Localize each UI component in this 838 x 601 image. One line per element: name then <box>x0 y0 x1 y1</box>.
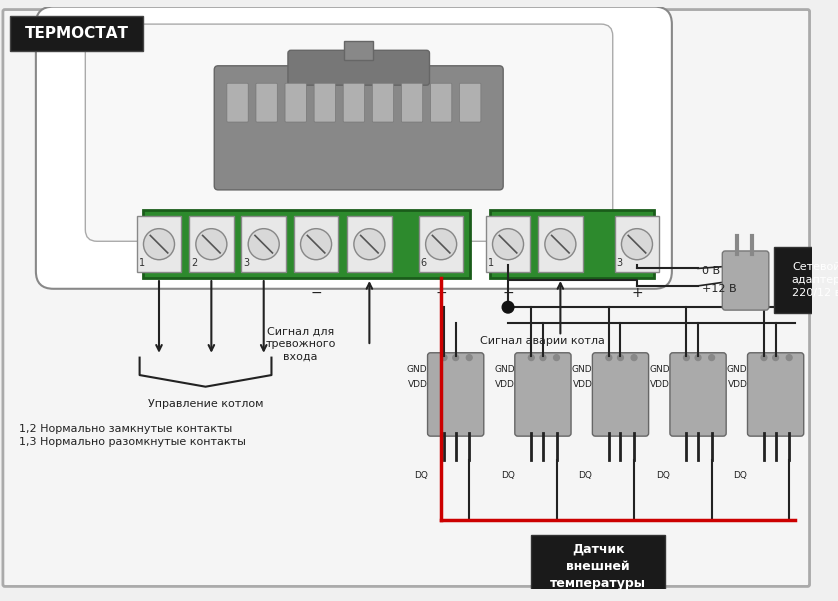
Bar <box>344 41 373 60</box>
FancyBboxPatch shape <box>427 353 484 436</box>
Bar <box>773 247 838 313</box>
Circle shape <box>696 355 701 361</box>
Circle shape <box>631 355 637 361</box>
Circle shape <box>622 228 653 260</box>
Text: −: − <box>310 286 322 300</box>
FancyBboxPatch shape <box>85 24 613 241</box>
Text: +: + <box>631 286 643 300</box>
Bar <box>142 210 470 278</box>
Text: GND: GND <box>649 365 670 374</box>
Bar <box>486 216 530 272</box>
FancyBboxPatch shape <box>459 84 481 122</box>
Text: Сетевой
адаптер
220/12 в: Сетевой адаптер 220/12 в <box>792 262 838 298</box>
Bar <box>189 216 234 272</box>
FancyBboxPatch shape <box>314 84 335 122</box>
Circle shape <box>709 355 715 361</box>
Circle shape <box>301 228 332 260</box>
Circle shape <box>426 228 457 260</box>
Bar <box>614 216 660 272</box>
FancyBboxPatch shape <box>747 353 804 436</box>
Text: VDD: VDD <box>727 380 747 389</box>
Text: GND: GND <box>407 365 427 374</box>
Text: DQ: DQ <box>578 471 592 480</box>
Circle shape <box>761 355 767 361</box>
Circle shape <box>606 355 612 361</box>
Bar <box>347 216 391 272</box>
Bar <box>137 216 181 272</box>
FancyBboxPatch shape <box>431 84 452 122</box>
Circle shape <box>466 355 472 361</box>
FancyBboxPatch shape <box>344 84 365 122</box>
Text: DQ: DQ <box>414 471 427 480</box>
Text: Сигнал для
тревожного
входа: Сигнал для тревожного входа <box>266 326 336 361</box>
Circle shape <box>618 355 623 361</box>
Bar <box>241 216 286 272</box>
Text: 1: 1 <box>138 258 145 269</box>
Bar <box>419 216 463 272</box>
Text: −: − <box>502 286 514 300</box>
FancyBboxPatch shape <box>36 7 672 288</box>
Text: 3: 3 <box>243 258 250 269</box>
FancyBboxPatch shape <box>227 84 248 122</box>
Text: 1: 1 <box>488 258 494 269</box>
FancyBboxPatch shape <box>3 10 810 587</box>
Text: Сигнал аварии котла: Сигнал аварии котла <box>480 337 605 346</box>
Text: GND: GND <box>572 365 592 374</box>
FancyBboxPatch shape <box>592 353 649 436</box>
Text: DQ: DQ <box>733 471 747 480</box>
Text: +: + <box>435 286 447 300</box>
Bar <box>10 16 143 51</box>
Bar <box>294 216 339 272</box>
Text: Датчик
внешней
температуры: Датчик внешней температуры <box>551 543 646 590</box>
Circle shape <box>554 355 560 361</box>
Bar <box>489 210 654 278</box>
FancyBboxPatch shape <box>285 84 307 122</box>
FancyBboxPatch shape <box>215 66 503 190</box>
Text: 3: 3 <box>617 258 623 269</box>
Circle shape <box>529 355 534 361</box>
Text: DQ: DQ <box>501 471 515 480</box>
Circle shape <box>441 355 447 361</box>
FancyBboxPatch shape <box>372 84 394 122</box>
Circle shape <box>545 228 576 260</box>
Circle shape <box>143 228 174 260</box>
Text: VDD: VDD <box>650 380 670 389</box>
Circle shape <box>196 228 227 260</box>
Circle shape <box>453 355 458 361</box>
Text: VDD: VDD <box>572 380 592 389</box>
Text: +12 В: +12 В <box>702 284 737 294</box>
FancyBboxPatch shape <box>401 84 422 122</box>
Circle shape <box>354 228 385 260</box>
FancyBboxPatch shape <box>288 50 430 85</box>
Text: 0 В: 0 В <box>702 266 720 276</box>
Circle shape <box>684 355 690 361</box>
Text: 1,2 Нормально замкнутые контакты
1,3 Нормально разомкнутые контакты: 1,2 Нормально замкнутые контакты 1,3 Нор… <box>19 424 246 447</box>
Text: DQ: DQ <box>656 471 670 480</box>
Text: VDD: VDD <box>407 380 427 389</box>
FancyBboxPatch shape <box>515 353 571 436</box>
Circle shape <box>502 301 514 313</box>
Circle shape <box>493 228 524 260</box>
Circle shape <box>540 355 546 361</box>
Text: GND: GND <box>727 365 747 374</box>
FancyBboxPatch shape <box>722 251 768 310</box>
Circle shape <box>773 355 779 361</box>
Text: ТЕРМОСТАТ: ТЕРМОСТАТ <box>24 26 128 41</box>
Text: 6: 6 <box>421 258 427 269</box>
Text: 2: 2 <box>191 258 197 269</box>
Text: Управление котлом: Управление котлом <box>147 399 263 409</box>
Circle shape <box>786 355 792 361</box>
Circle shape <box>248 228 279 260</box>
Text: VDD: VDD <box>495 380 515 389</box>
FancyBboxPatch shape <box>670 353 727 436</box>
Text: GND: GND <box>494 365 515 374</box>
Bar <box>531 535 665 597</box>
FancyBboxPatch shape <box>256 84 277 122</box>
Bar <box>538 216 582 272</box>
